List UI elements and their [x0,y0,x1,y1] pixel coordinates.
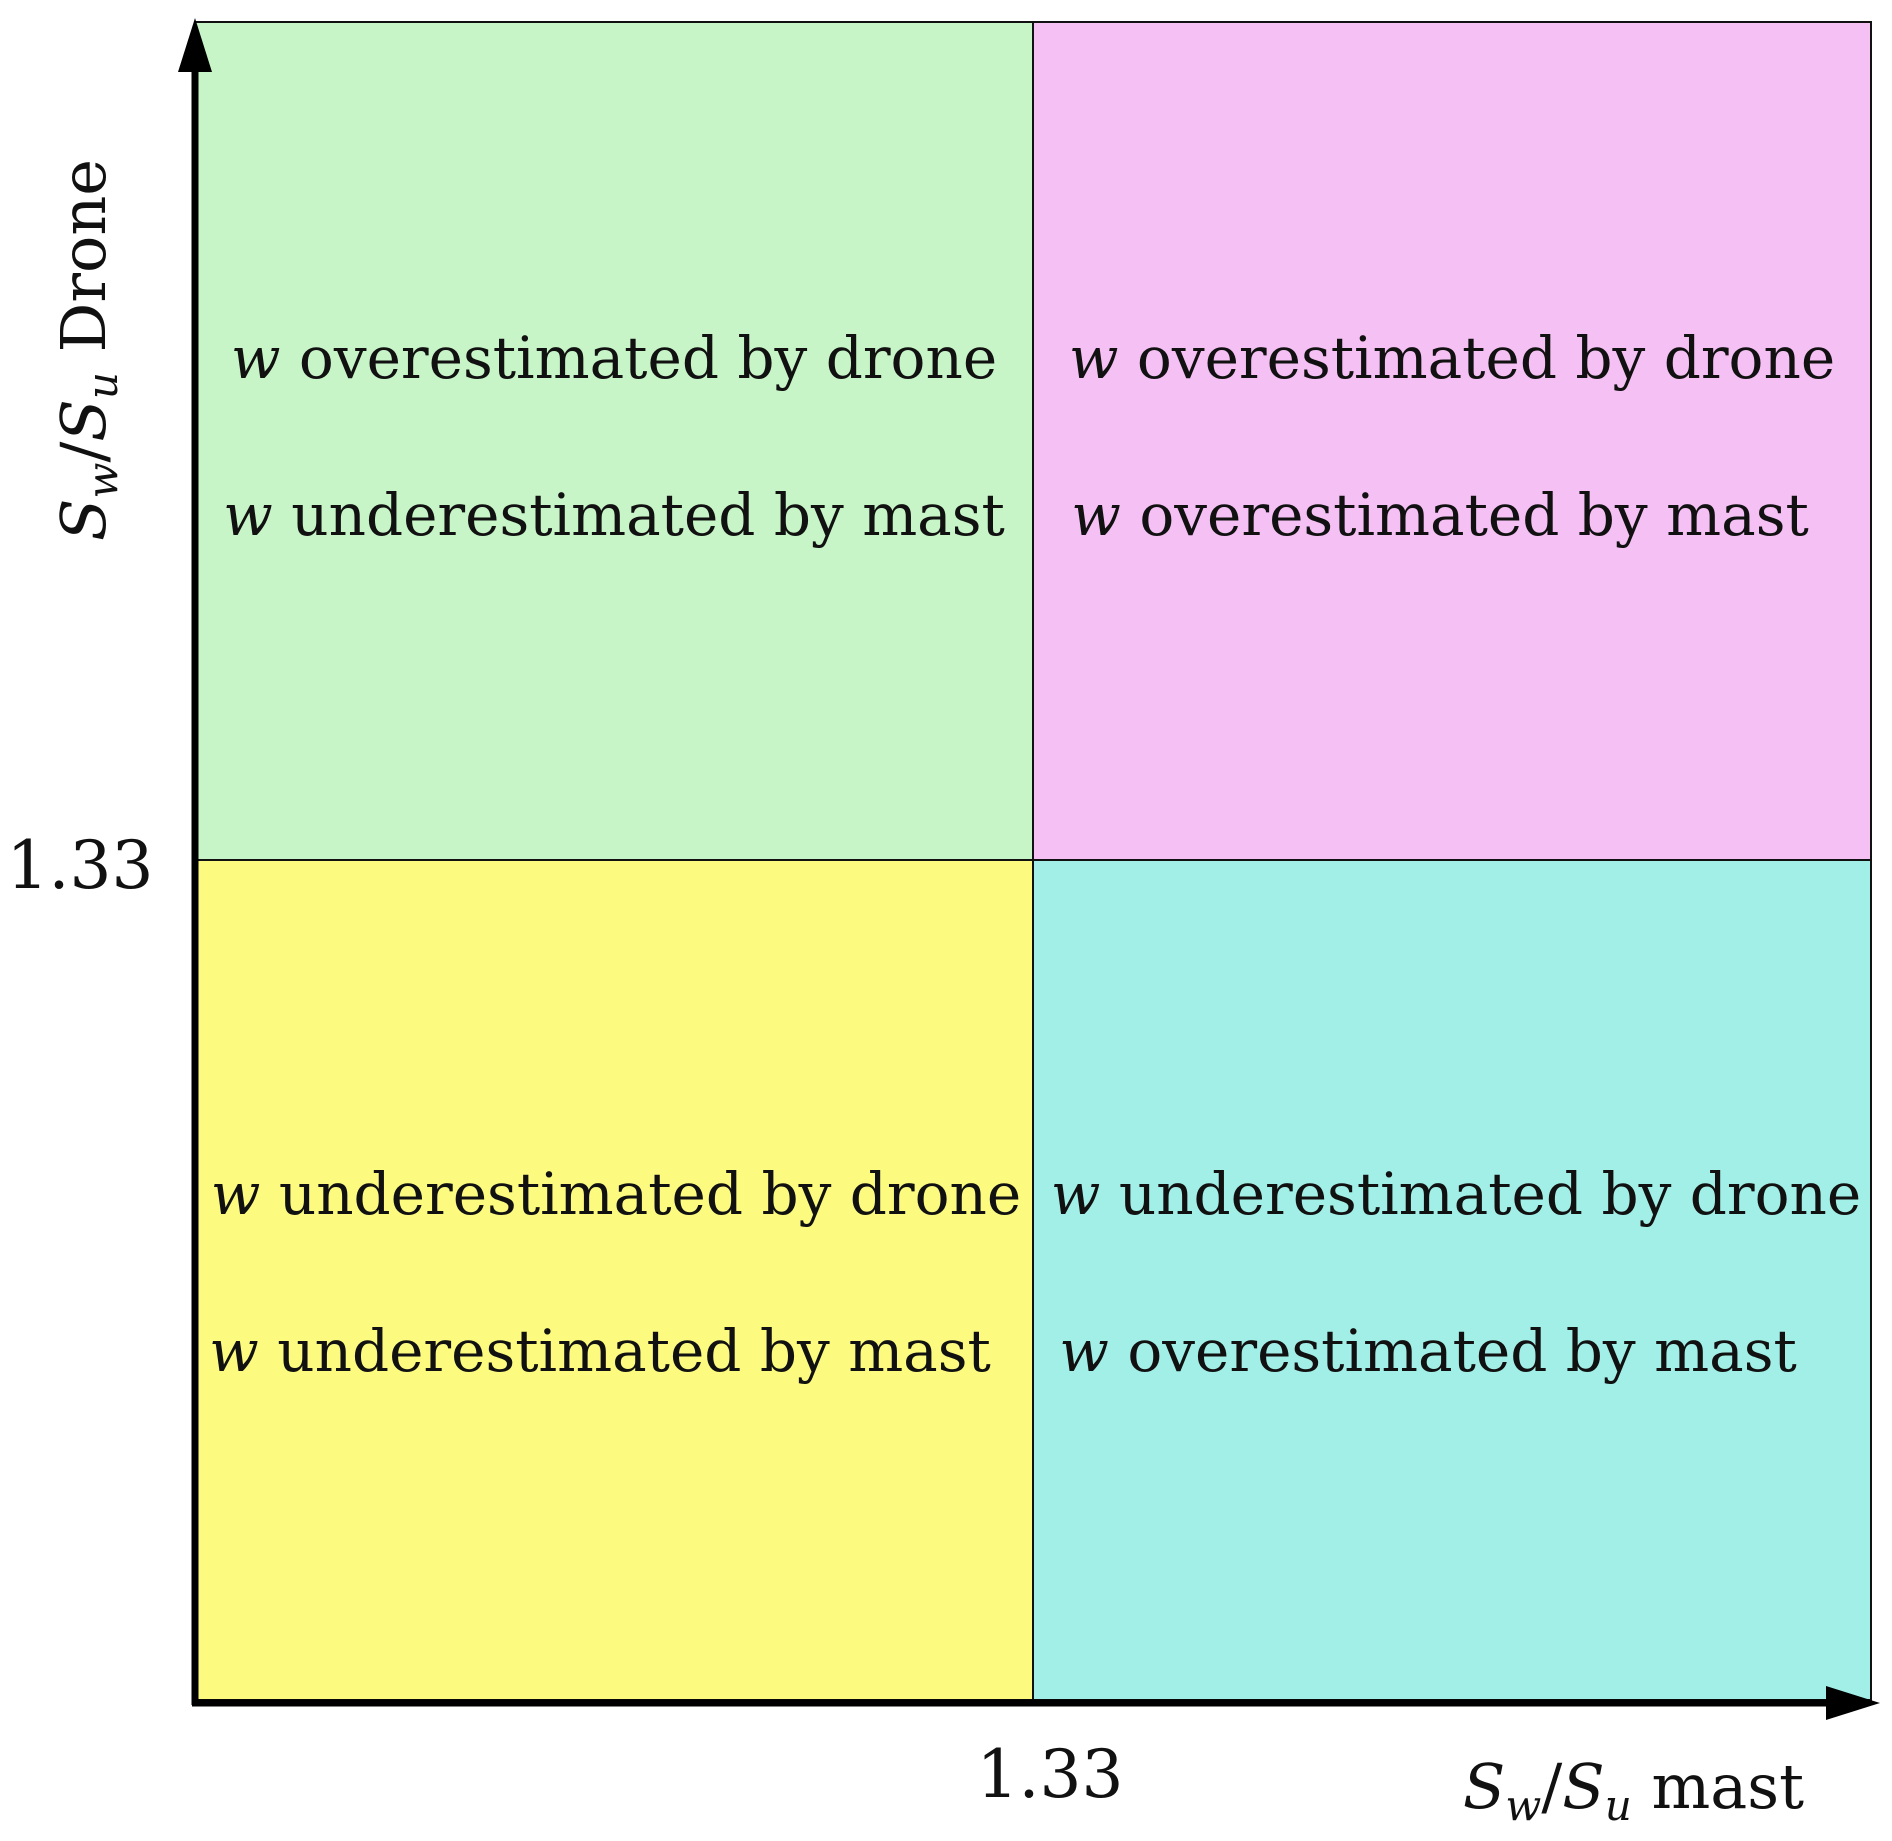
bottom-right-line-2-text: overestimated by mast [1127,1317,1796,1385]
x-axis-label-sub-w: w [1505,1781,1541,1830]
top-left-line-2-text: underestimated by mast [291,481,1005,549]
bottom-left-line-2-text: underestimated by mast [277,1317,991,1385]
bottom-right-line-2-var: w [1059,1317,1109,1385]
y-axis-label-sub-w: w [78,462,127,498]
y-axis-arrowhead [178,18,212,72]
x-axis-tick-label: 1.33 [977,1736,1124,1813]
quadrant-bottom-right [1032,859,1872,1701]
x-axis-label: Sw/Su mast [1463,1750,1804,1830]
x-axis-label-symbol: S [1463,1750,1505,1823]
y-axis-label-symbol: S [47,498,120,540]
quadrant-bottom-left [194,859,1034,1701]
x-axis-label-slash: / [1541,1750,1562,1823]
bottom-left-line-2-var: w [209,1317,259,1385]
top-left-line-1: w overestimated by drone [231,324,997,392]
y-axis-label-text: Drone [47,159,120,352]
bottom-right-line-2: w overestimated by mast [1059,1317,1797,1385]
top-right-line-2-var: w [1071,481,1121,549]
quadrant-top-left [194,21,1034,861]
y-axis-tick-label: 1.33 [7,827,154,904]
bottom-right-line-1: w underestimated by drone [1051,1160,1861,1228]
bottom-left-line-1-var: w [211,1160,261,1228]
top-right-line-1-var: w [1069,324,1119,392]
x-axis-arrowhead [1826,1686,1880,1720]
y-axis-label: Sw/Su Drone [47,159,127,541]
top-right-line-2: w overestimated by mast [1071,481,1809,549]
quadrant-top-right [1032,21,1872,861]
x-axis-label-text: mast [1652,1750,1805,1823]
top-left-line-1-var: w [231,324,281,392]
y-axis-label-symbol-2: S [47,399,120,441]
bottom-left-line-1-text: underestimated by drone [279,1160,1021,1228]
y-axis-label-slash: / [47,442,120,463]
bottom-right-line-1-var: w [1051,1160,1101,1228]
bottom-left-line-2: w underestimated by mast [209,1317,991,1385]
top-left-line-1-text: overestimated by drone [299,324,997,392]
y-axis-label-sub-u: u [78,372,127,399]
top-right-line-1-text: overestimated by drone [1137,324,1835,392]
top-right-line-1: w overestimated by drone [1069,324,1835,392]
top-left-line-2: w underestimated by mast [223,481,1005,549]
top-left-line-2-var: w [223,481,273,549]
bottom-right-line-1-text: underestimated by drone [1119,1160,1861,1228]
top-right-line-2-text: overestimated by mast [1139,481,1808,549]
x-axis-label-symbol-2: S [1562,1750,1604,1823]
x-axis-label-sub-u: u [1605,1781,1632,1830]
bottom-left-line-1: w underestimated by drone [211,1160,1021,1228]
